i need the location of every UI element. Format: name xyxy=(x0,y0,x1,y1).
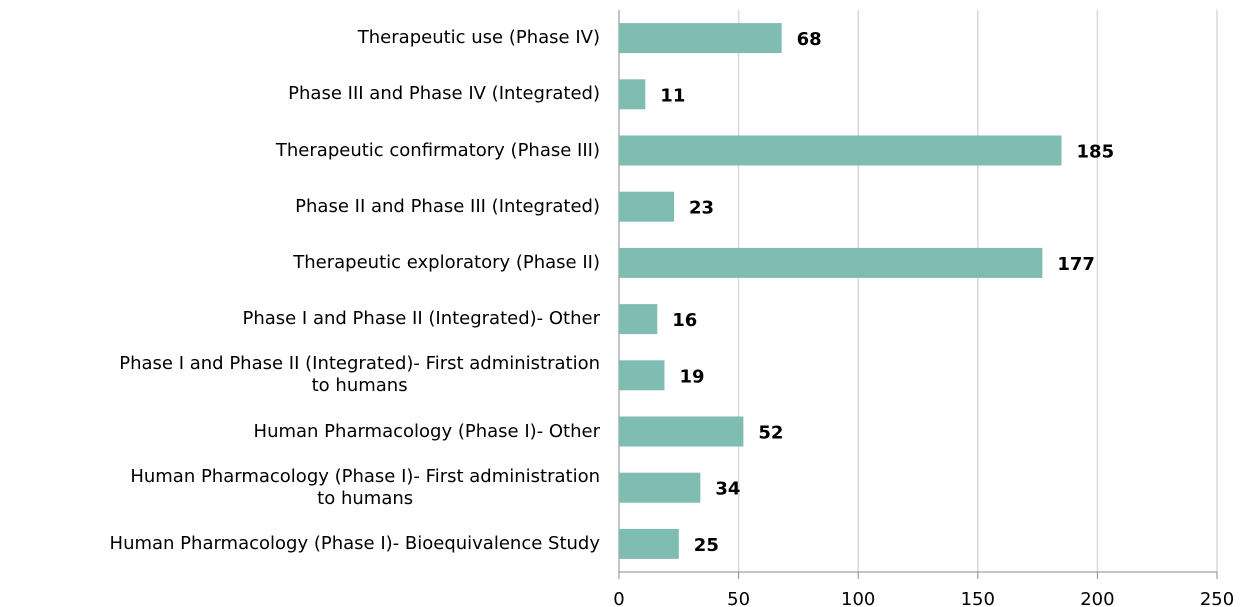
x-tick-label: 200 xyxy=(1080,589,1114,607)
y-tick-label: Phase I and Phase II (Integrated)- Other xyxy=(242,308,600,330)
bar xyxy=(619,528,679,559)
y-tick-label: Human Pharmacology (Phase I)- Bioequival… xyxy=(109,532,600,554)
value-label: 25 xyxy=(694,535,719,556)
bar xyxy=(619,79,646,110)
bar xyxy=(619,135,1062,166)
x-tick-label: 250 xyxy=(1200,589,1234,607)
value-label: 68 xyxy=(797,29,822,50)
y-tick-label: Therapeutic exploratory (Phase II) xyxy=(293,251,600,273)
value-label: 52 xyxy=(758,423,783,444)
bar xyxy=(619,472,701,503)
x-tick-label: 50 xyxy=(727,589,750,607)
value-label: 16 xyxy=(672,310,697,331)
value-label: 11 xyxy=(660,85,685,106)
bar xyxy=(619,416,744,447)
y-tick-label: Therapeutic use (Phase IV) xyxy=(357,27,600,49)
y-tick-label: Phase III and Phase IV (Integrated) xyxy=(288,83,600,105)
bar xyxy=(619,304,658,335)
value-label: 34 xyxy=(715,479,740,500)
value-label: 19 xyxy=(679,366,704,387)
x-tick-label: 100 xyxy=(841,589,875,607)
y-tick-label: Human Pharmacology (Phase I)- First admi… xyxy=(130,465,600,509)
value-label: 177 xyxy=(1057,254,1095,275)
value-label: 23 xyxy=(689,198,714,219)
x-tick-label: 150 xyxy=(961,589,995,607)
bar xyxy=(619,191,675,222)
y-tick-label: Phase II and Phase III (Integrated) xyxy=(295,195,600,217)
value-label: 185 xyxy=(1077,142,1115,163)
y-tick-label: Phase I and Phase II (Integrated)- First… xyxy=(119,353,600,397)
bar xyxy=(619,247,1043,278)
bar xyxy=(619,23,782,54)
bar xyxy=(619,360,665,391)
x-tick-label: 0 xyxy=(613,589,624,607)
y-tick-label: Human Pharmacology (Phase I)- Other xyxy=(253,420,600,442)
y-tick-label: Therapeutic confirmatory (Phase III) xyxy=(275,139,600,161)
